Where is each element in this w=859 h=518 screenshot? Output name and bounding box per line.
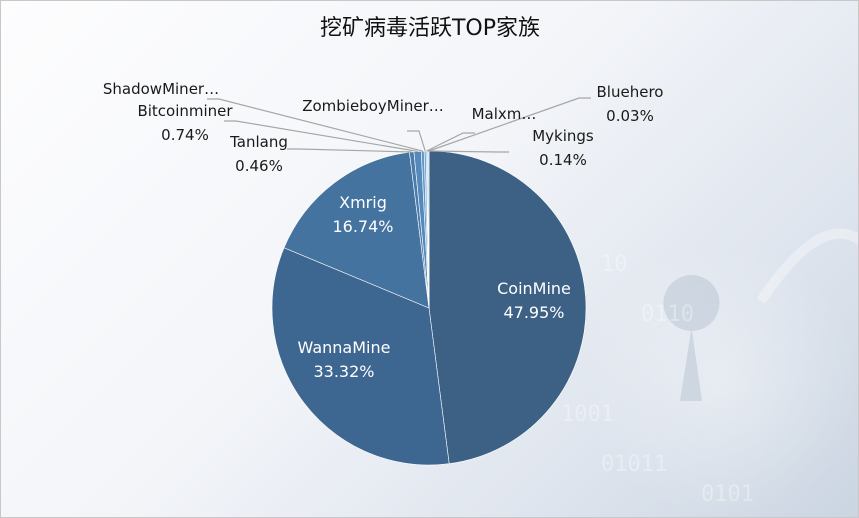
slice-wannamine — [271, 247, 450, 466]
leader-line-malxm — [426, 132, 475, 152]
label-value-wannamine: 33.32% — [313, 362, 374, 381]
label-name-xmrig: Xmrig — [339, 193, 387, 212]
label-name-wannamine: WannaMine — [298, 338, 391, 357]
label-name-zombieboyminer: ZombieboyMiner… — [302, 97, 444, 115]
decorative-digits: 0101 — [701, 482, 754, 507]
decorative-digits: 0110 — [641, 302, 694, 327]
label-name-shadowminer: ShadowMiner… — [103, 80, 219, 98]
leader-line-bluehero — [428, 97, 591, 152]
padlock-shackle-icon — [756, 228, 858, 304]
label-value-mykings: 0.14% — [539, 151, 587, 169]
label-name-malxm: Malxm… — [472, 105, 537, 123]
leader-line-shadowminer — [207, 98, 423, 152]
label-name-coinmine: CoinMine — [497, 279, 571, 298]
label-name-mykings: Mykings — [532, 127, 594, 145]
label-name-bitcoinminer: Bitcoinminer — [137, 102, 233, 120]
slice-labels: CoinMine 47.95% WannaMine 33.32% Xmrig 16.74%… — [103, 80, 664, 381]
label-value-tanlang: 0.46% — [235, 157, 283, 175]
label-value-bitcoinminer: 0.74% — [161, 126, 209, 144]
label-leader-lines — [207, 97, 591, 153]
leader-line-tanlang — [287, 148, 412, 153]
chart-title: 挖矿病毒活跃TOP家族 — [320, 16, 540, 41]
decorative-digits: 10 — [601, 252, 628, 277]
keyhole-icon — [663, 275, 720, 401]
label-value-xmrig: 16.74% — [332, 217, 393, 236]
background-decoration: 10 0110 1001 01011 0101 — [561, 228, 858, 517]
leader-line-bitcoinminer — [224, 120, 418, 152]
leader-line-zombieboyminer — [407, 130, 426, 152]
label-name-tanlang: Tanlang — [229, 133, 288, 151]
decorative-digits: 01011 — [601, 452, 667, 477]
label-value-bluehero: 0.03% — [606, 107, 654, 125]
label-name-bluehero: Bluehero — [597, 83, 664, 101]
leader-line-mykings — [427, 150, 509, 153]
decorative-digits: 1001 — [561, 402, 614, 427]
label-value-coinmine: 47.95% — [503, 303, 564, 322]
slice-xmrig — [283, 151, 430, 309]
slice-coinmine — [428, 150, 587, 465]
